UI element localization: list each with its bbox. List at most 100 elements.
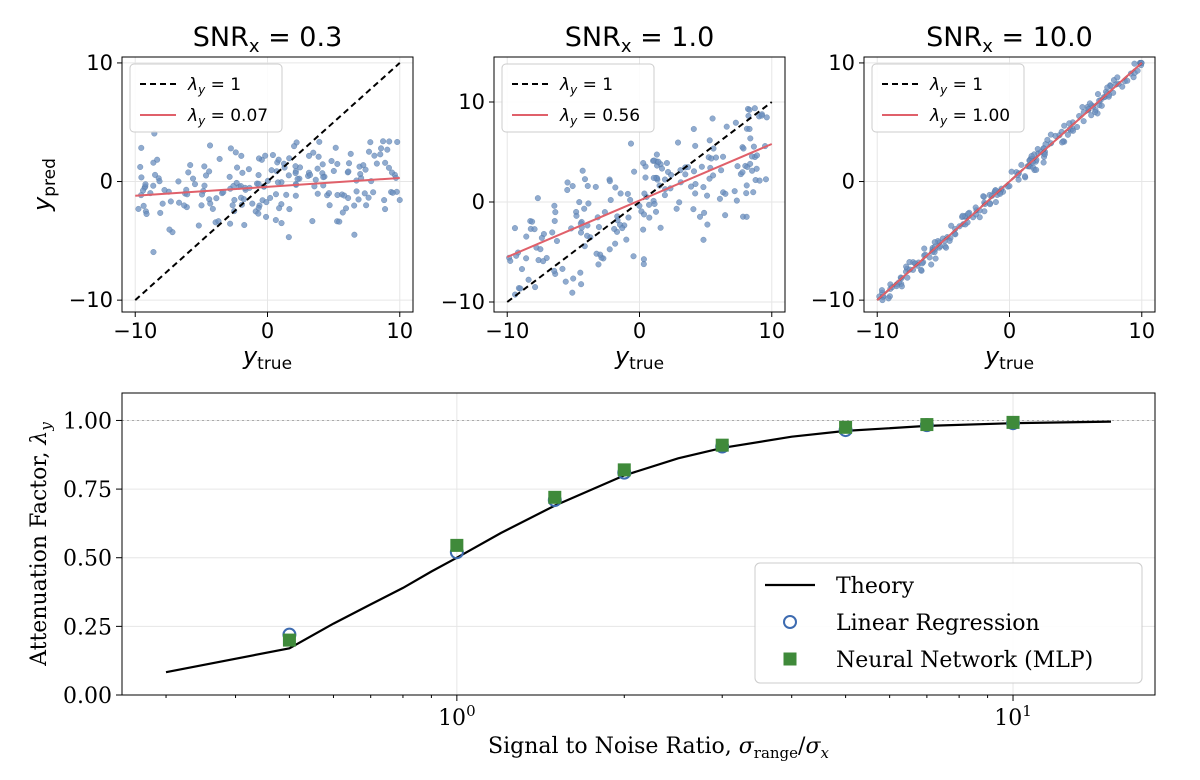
scatter-point [658,165,666,172]
scatter-point [1064,131,1071,138]
neural-network-point [282,633,296,647]
scatter-point [538,234,545,241]
scatter-point [305,152,313,159]
scatter-point [226,173,233,180]
scatter-point [330,167,337,175]
scatter-point [918,266,925,273]
scatter-point [612,184,619,191]
scatter-point [195,222,202,229]
scatter-point [1008,168,1015,175]
scatter-point [382,159,389,166]
legend-item: Theory [765,574,915,599]
scatter-point [692,142,699,149]
scatter-point [262,152,269,159]
scatter-point [690,206,697,213]
scatter-points [506,105,770,298]
scatter-point [551,267,558,274]
scatter-point [734,163,741,170]
scatter-point [584,232,591,239]
x-tick-label: −10 [855,319,899,343]
scatter-point [191,181,199,188]
y-tick-label: 10 [828,51,855,75]
scatter-point [286,206,293,213]
scatter-point [706,137,713,144]
scatter-point [232,149,239,156]
scatter-point [932,255,939,262]
scatter-point [965,210,972,217]
scatter-point [285,234,292,241]
scatter-point [740,145,747,152]
x-axis-label: ytrue [242,342,292,374]
scatter-point [553,237,561,245]
scatter-point [315,153,322,160]
scatter-point [749,167,756,174]
scatter-point [351,231,358,238]
scatter-point [370,189,377,196]
scatter-point [201,163,208,170]
scatter-point [578,281,585,288]
scatter-point [347,150,354,157]
fit-line [876,62,1143,301]
scatter-point [551,202,558,209]
x-tick-label: −10 [485,319,529,343]
scatter-point [688,183,695,190]
axes-frame [121,392,1156,696]
scatter-point [581,205,588,212]
y-tick-label: 0 [842,170,855,194]
fit-line [506,143,773,258]
x-tick-label: 0 [261,319,274,343]
scatter-point [716,195,723,202]
y-tick-label: 0.25 [63,615,112,640]
scatter-point [525,276,532,283]
scatter-point [552,209,559,216]
scatter-point [986,201,994,208]
scatter-point [381,197,388,204]
neural-network-point [920,418,934,432]
scatter-point [564,186,571,194]
scatter-point [255,204,262,212]
scatter-point [292,163,299,170]
scatter-point [676,199,683,206]
scatter-point [231,196,238,204]
scatter-point [198,191,206,198]
neural-network-point [715,438,729,452]
scatter-point [198,202,205,209]
scatter-point [743,190,750,197]
legend-swatch [783,615,797,629]
legend-label: Linear Regression [836,611,1040,636]
scatter-point [549,229,556,236]
scatter-point [234,164,241,171]
legend: λy = 1 λy = 0.56 [501,63,655,133]
legend-label: λy = 1 [929,75,983,97]
fit-line [135,176,400,197]
scatter-point [753,152,761,159]
scatter-point [1114,74,1121,81]
scatter-point [948,222,955,229]
scatter-point [365,194,372,201]
scatter-point [701,209,708,216]
scatter-point [361,190,368,197]
scatter-point [758,112,765,119]
scatter-point [388,169,396,176]
scatter-point [320,174,327,181]
scatter-point [1080,118,1087,125]
scatter-point [233,179,240,187]
legend-label: λy = 0.56 [559,106,640,128]
scatter-point [663,159,670,167]
scatter-point [625,214,632,221]
scatter-point [722,190,729,197]
scatter-point [696,213,704,220]
scatter-point [267,194,274,201]
scatter-point [611,225,618,232]
scatter-point [269,151,276,159]
scatter-point [631,168,638,175]
scatter-point [154,156,161,163]
scatter-point [328,157,335,165]
scatter-point [156,178,163,185]
scatter-point [249,200,256,207]
scatter-point [276,205,283,212]
neural-network-point [548,490,562,504]
scatter-point [268,167,275,174]
legend-item: λy = 1 [512,75,613,97]
scatter-point [326,202,333,209]
